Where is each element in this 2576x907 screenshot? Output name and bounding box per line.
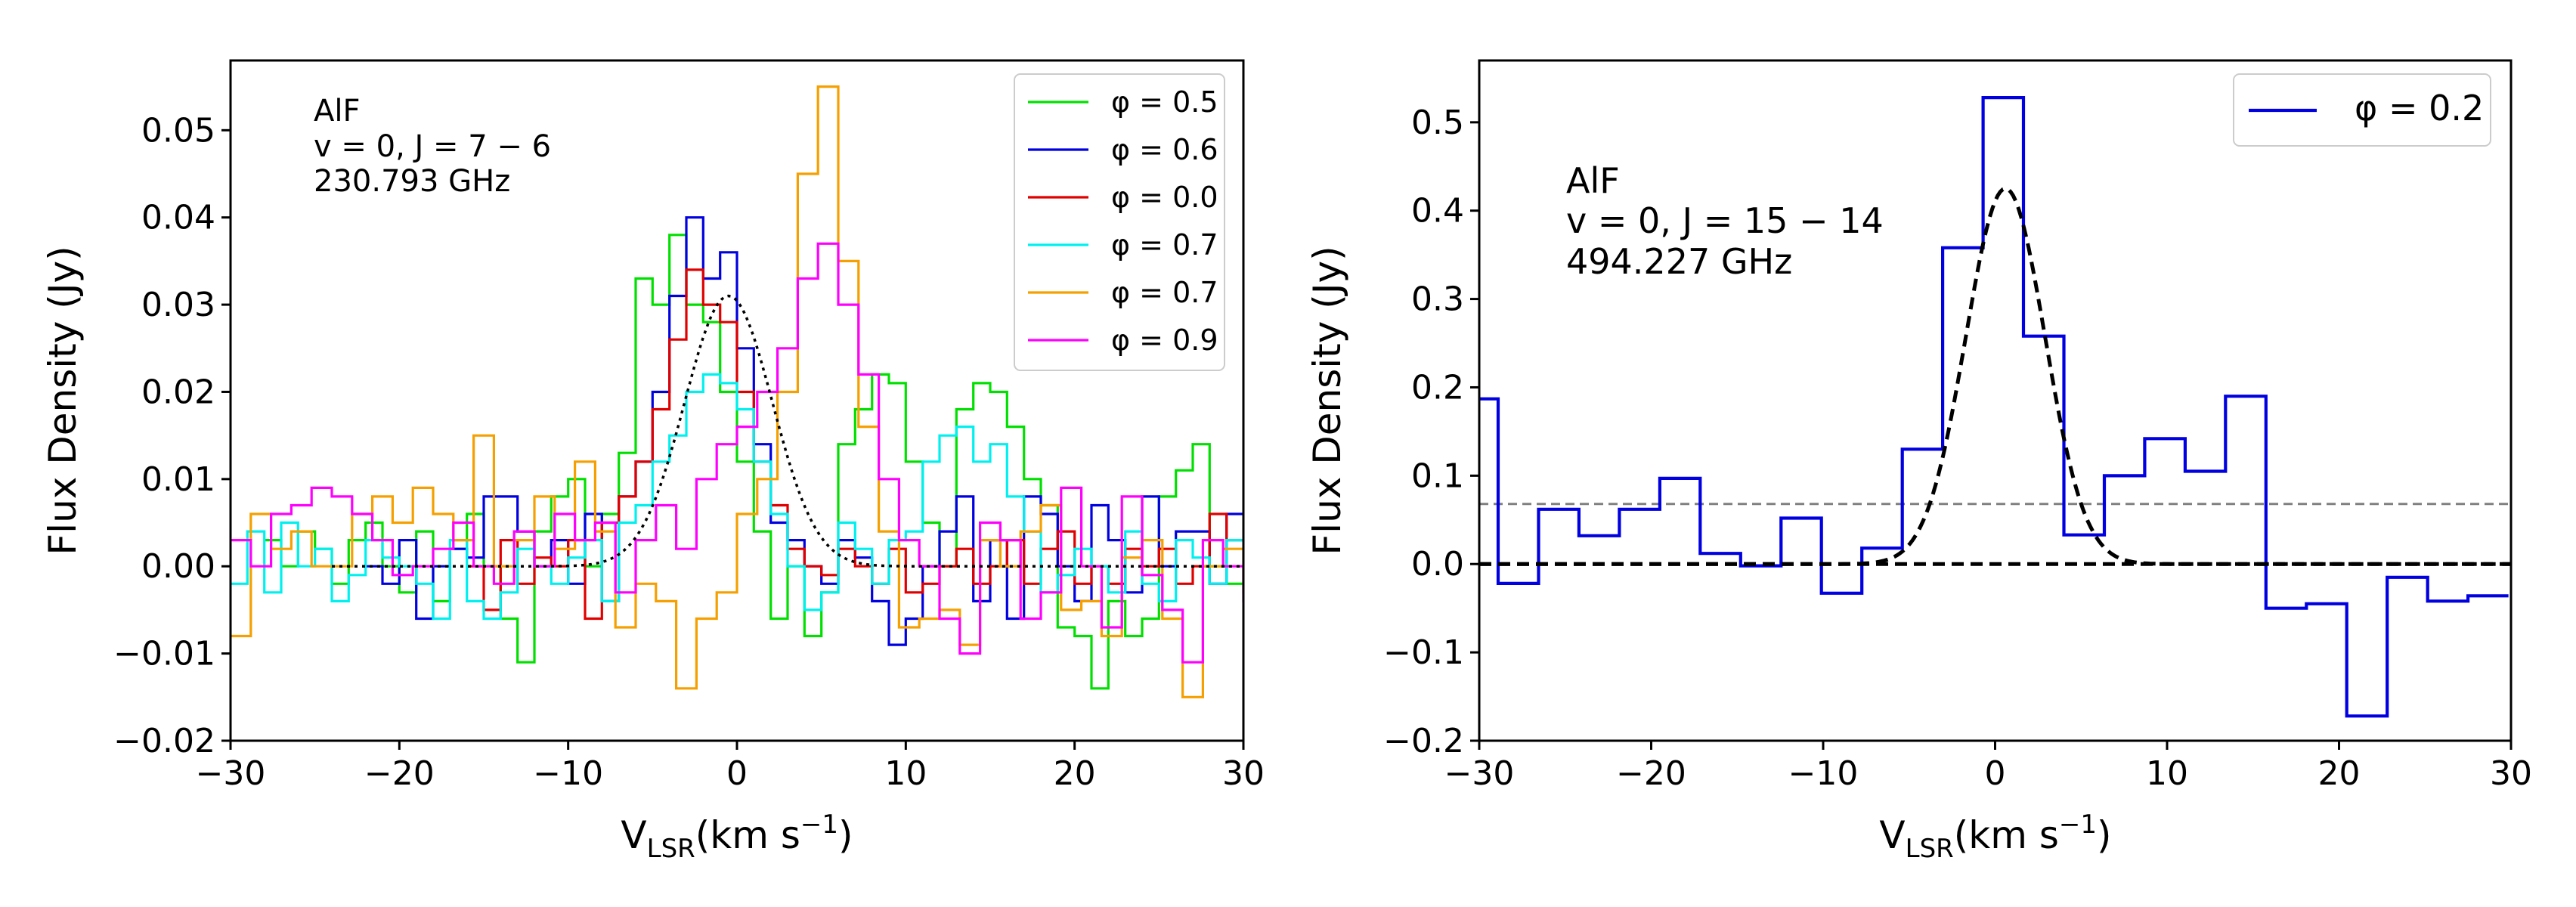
right-y-axis-label: Flux Density (Jy): [1305, 246, 1349, 555]
y-tick-label: 0.04: [141, 199, 215, 237]
legend-label-0: φ = 0.5: [1111, 85, 1218, 119]
right-axes-frame: [1478, 59, 2513, 742]
x-tick-label: −30: [1444, 754, 1515, 793]
x-tick-label: −10: [1788, 754, 1859, 793]
gaussian-fit-curve: [1479, 186, 2511, 566]
right-annotation-frequency: 494.227 GHz: [1566, 241, 1792, 282]
legend-label-1: φ = 0.6: [1111, 133, 1218, 166]
x-tick-label: 10: [2146, 754, 2188, 793]
left-x-axis-label: VLSR(km s−1): [621, 809, 853, 864]
right-legend-box: [2233, 73, 2491, 147]
y-tick-label: 0.2: [1411, 368, 1464, 407]
y-tick-label: 0.5: [1411, 104, 1464, 142]
left-legend-box: [1014, 73, 1225, 371]
y-tick-label: 0.1: [1411, 457, 1464, 495]
y-tick-label: 0.02: [141, 373, 215, 411]
x-tick-label: −20: [1616, 754, 1686, 793]
x-tick-label: 0: [1985, 754, 2006, 793]
x-tick-label: 20: [1054, 754, 1096, 793]
y-tick-label: 0.05: [141, 111, 215, 150]
gaussian-fit-curve: [332, 294, 1243, 568]
left-ticks: −30 −20 −10 0 10 20 30 −0.02 −0.01 0.00 0.01 0.02 0.…: [113, 111, 1265, 793]
legend-label-5: φ = 0.9: [1111, 323, 1218, 357]
y-tick-label: 0.0: [1411, 545, 1464, 584]
y-tick-label: −0.2: [1383, 722, 1464, 760]
series-line-0: [264, 234, 1243, 690]
right-series-group: [1479, 96, 2511, 718]
y-tick-label: 0.00: [141, 547, 215, 586]
right-ticks: −30 −20 −10 0 10 20 30 −0.2 −0.1 0.0 0.1 0.2 0.3 0.4 0…: [1383, 104, 2532, 793]
y-tick-label: 0.01: [141, 460, 215, 499]
y-tick-label: −0.1: [1383, 633, 1464, 672]
right-legend: φ = 0.2: [2233, 73, 2491, 147]
legend-label-2: φ = 0.0: [1111, 181, 1218, 214]
left-annotation-frequency: 230.793 GHz: [314, 164, 510, 199]
legend-label-0: φ = 0.2: [2355, 88, 2484, 128]
x-tick-label: 20: [2318, 754, 2361, 793]
x-tick-label: 30: [2490, 754, 2532, 793]
x-tick-label: −30: [196, 754, 266, 793]
y-tick-label: 0.4: [1411, 192, 1464, 231]
left-series-group: [231, 85, 1243, 698]
y-tick-label: 0.3: [1411, 280, 1464, 319]
x-tick-label: 10: [884, 754, 927, 793]
x-tick-label: −10: [533, 754, 603, 793]
series-line-0: [1479, 96, 2509, 718]
y-tick-label: −0.01: [113, 635, 215, 673]
legend-label-3: φ = 0.7: [1111, 228, 1218, 262]
right-panel: −30 −20 −10 0 10 20 30 −0.2 −0.1 0.0 0.1 0.2 0.3 0.4 0…: [1305, 59, 2532, 864]
legend-label-4: φ = 0.7: [1111, 276, 1218, 309]
left-legend: φ = 0.5 φ = 0.6 φ = 0.0 φ = 0.7 φ = 0.7 φ = 0…: [1014, 73, 1225, 371]
right-annotation-species: AlF: [1566, 160, 1620, 201]
series-line-4: [231, 85, 1243, 698]
right-annotation-transition: v = 0, J = 15 − 14: [1566, 200, 1884, 241]
series-line-3: [231, 373, 1243, 621]
x-tick-label: 30: [1222, 754, 1265, 793]
left-y-axis-label: Flux Density (Jy): [41, 246, 85, 555]
y-tick-label: 0.03: [141, 286, 215, 324]
x-tick-label: −20: [364, 754, 435, 793]
right-x-axis-label: VLSR(km s−1): [1879, 809, 2111, 864]
y-tick-label: −0.02: [113, 722, 215, 760]
x-tick-label: 0: [726, 754, 748, 793]
left-panel: −30 −20 −10 0 10 20 30 −0.02 −0.01 0.00 0.01 0.02 0.…: [41, 59, 1265, 864]
left-annotation-transition: v = 0, J = 7 − 6: [314, 129, 551, 164]
left-annotation-species: AlF: [314, 94, 360, 128]
left-axes-frame: [229, 59, 1245, 742]
